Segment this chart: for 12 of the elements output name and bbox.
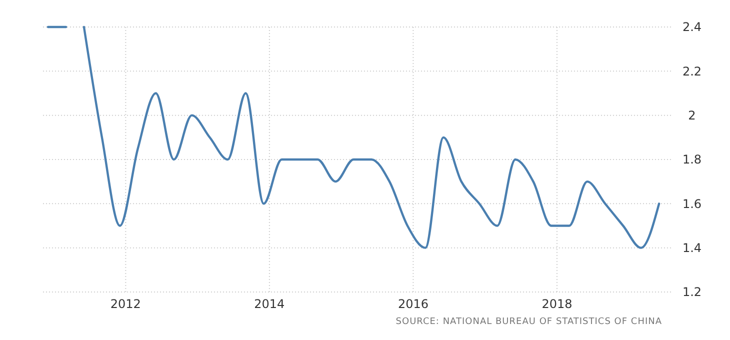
y-tick-label: 2.2	[682, 64, 702, 78]
y-tick-label: 2	[688, 108, 696, 123]
x-tick-label: 2012	[110, 297, 141, 311]
y-tick-label: 1.4	[682, 241, 702, 256]
y-tick-label: 1.6	[682, 196, 702, 211]
source-note: SOURCE: NATIONAL BUREAU OF STATISTICS OF CHINA	[396, 317, 662, 327]
x-tick-label: 2018	[542, 297, 572, 311]
x-tick-label: 2016	[398, 297, 428, 311]
y-tick-label: 1.2	[682, 285, 702, 300]
y-tick-label: 1.8	[682, 152, 702, 167]
y-tick-label: 2.4	[682, 20, 702, 34]
x-tick-label: 2014	[254, 297, 285, 311]
